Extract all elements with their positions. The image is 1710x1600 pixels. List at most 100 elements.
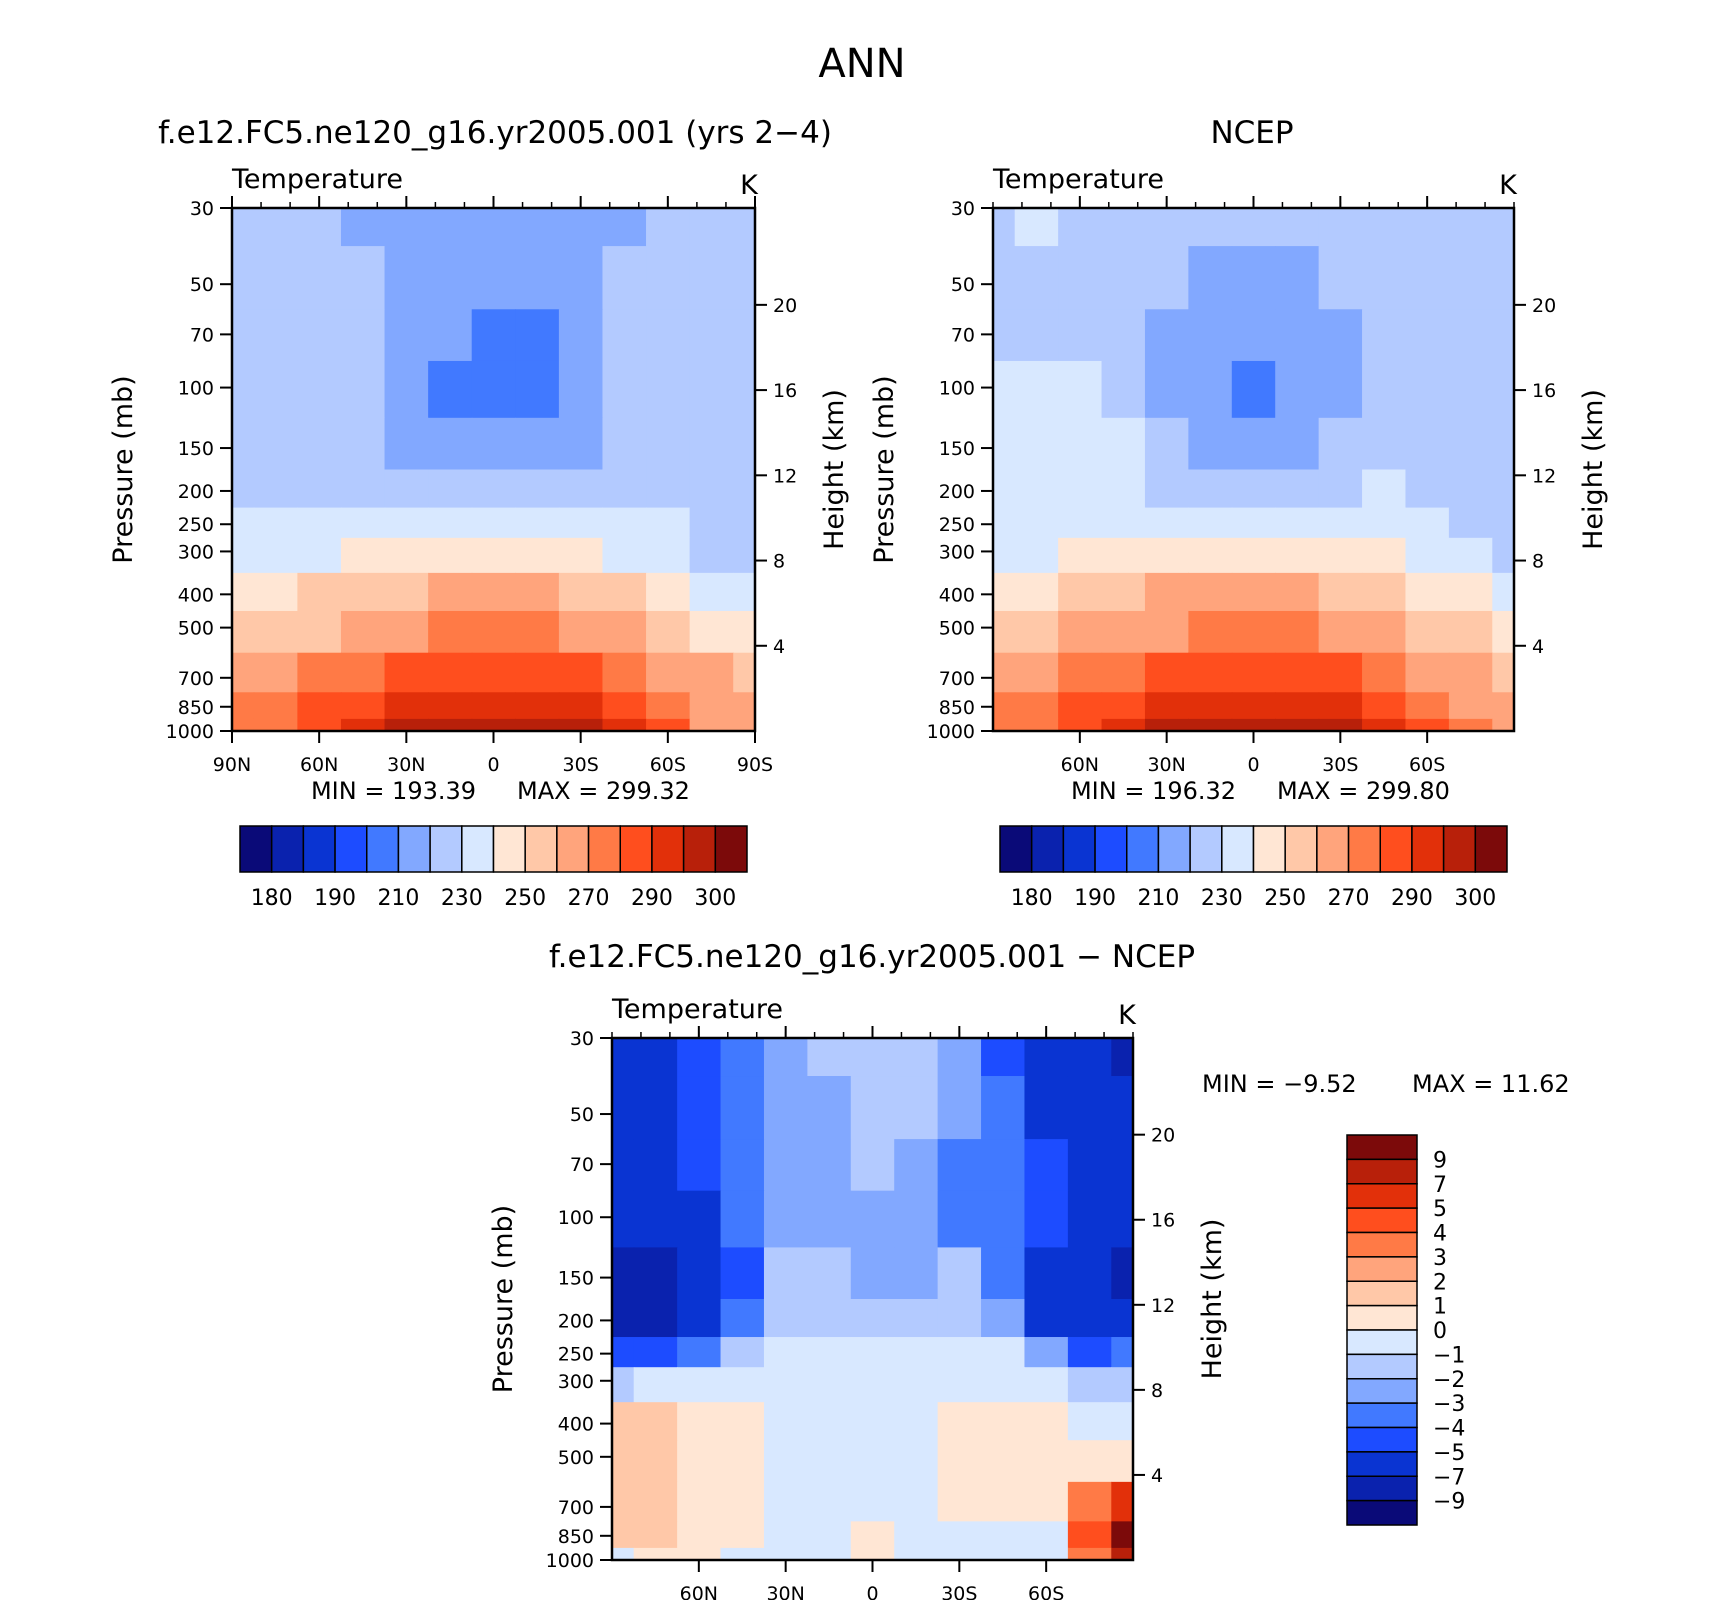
model-cell xyxy=(297,652,342,693)
obs-colorbar-label: 300 xyxy=(1454,886,1496,911)
diff-colorbar-swatch xyxy=(1346,1304,1418,1331)
model-cell xyxy=(232,507,255,539)
obs-cell xyxy=(1231,309,1276,362)
model-cell xyxy=(384,208,429,247)
diff-ytick-label: 30 xyxy=(570,1028,594,1050)
obs-cell xyxy=(1448,208,1493,247)
diff-colorbar-swatch xyxy=(1346,1378,1418,1404)
model-cell xyxy=(733,610,756,654)
diff-xtick-label: 0 xyxy=(866,1583,878,1600)
model-cell xyxy=(602,469,647,509)
diff-cell xyxy=(850,1402,895,1441)
obs-cell xyxy=(1492,469,1515,509)
obs-xtick-label: 60N xyxy=(1061,754,1099,776)
model-cell xyxy=(232,572,255,612)
obs-cell xyxy=(1362,417,1407,471)
obs-cell xyxy=(993,537,1016,574)
model-cell xyxy=(733,309,756,362)
model-cell xyxy=(232,718,255,732)
diff-colorbar-label: −2 xyxy=(1433,1368,1465,1393)
model-min-label: MIN = 193.39 xyxy=(311,777,476,805)
diff-cell xyxy=(937,1521,982,1549)
model-cell xyxy=(297,610,342,654)
obs-cell xyxy=(1318,208,1363,247)
model-max-label: MAX = 299.32 xyxy=(517,777,690,805)
obs-cell xyxy=(1275,360,1320,419)
diff-cell xyxy=(937,1402,982,1441)
obs-cell xyxy=(1275,572,1320,612)
diff-colorbar-label: −1 xyxy=(1433,1343,1465,1368)
model-cell xyxy=(602,309,647,362)
model-colorbar-label: 210 xyxy=(377,886,419,911)
model-colorbar: 180 190 210 230 250 270 290 300 xyxy=(239,825,748,911)
obs-cell xyxy=(1014,572,1059,612)
obs-cell xyxy=(1448,417,1493,471)
diff-ytick-label: 700 xyxy=(558,1497,594,1519)
model-colorbar-label: 290 xyxy=(631,886,673,911)
model-cell xyxy=(340,309,386,362)
model-colorbar-swatch xyxy=(302,825,336,873)
diff-cell xyxy=(1111,1337,1134,1368)
diff-cell xyxy=(894,1038,939,1077)
obs-cell xyxy=(1492,652,1515,693)
model-cell xyxy=(471,208,516,247)
model-ytick-label: 150 xyxy=(178,438,214,460)
obs-cell xyxy=(1231,692,1276,720)
model-cell xyxy=(297,692,342,720)
model-cell xyxy=(515,572,560,612)
diff-cell xyxy=(850,1547,895,1561)
model-cell xyxy=(297,507,342,539)
model-ytick-label: 100 xyxy=(178,378,214,400)
diff-cell xyxy=(981,1367,1026,1403)
diff-cell xyxy=(1024,1247,1069,1300)
obs-cell xyxy=(1058,360,1103,419)
obs-y2tick-label: 8 xyxy=(1532,551,1544,573)
diff-cell xyxy=(981,1139,1026,1192)
obs-colorbar-label: 180 xyxy=(1011,886,1053,911)
model-cell xyxy=(602,246,647,310)
diff-cell xyxy=(937,1547,982,1561)
diff-ytick-label: 300 xyxy=(558,1371,594,1393)
diff-cell xyxy=(633,1367,678,1403)
obs-cell xyxy=(1014,309,1059,362)
diff-cell xyxy=(850,1337,895,1368)
diff-cell xyxy=(850,1440,895,1483)
obs-cell xyxy=(1318,309,1363,362)
model-cell xyxy=(471,507,516,539)
model-cell xyxy=(384,246,429,310)
diff-cell xyxy=(1111,1038,1134,1077)
diff-cell xyxy=(1067,1247,1112,1300)
obs-cell xyxy=(1188,360,1233,419)
diff-colorbar-swatch xyxy=(1346,1280,1418,1307)
obs-colorbar-label: 290 xyxy=(1391,886,1433,911)
model-cell xyxy=(646,718,691,732)
model-cell xyxy=(689,572,734,612)
diff-cell xyxy=(1111,1440,1134,1483)
model-cell xyxy=(297,208,342,247)
obs-cell xyxy=(993,507,1016,539)
diff-units-label: K xyxy=(1118,1000,1137,1031)
obs-cell xyxy=(1405,652,1450,693)
diff-cell xyxy=(720,1440,765,1483)
diff-colorbar-swatch xyxy=(1346,1329,1418,1356)
model-cell xyxy=(340,572,386,612)
diff-colorbar-swatch xyxy=(1346,1426,1418,1453)
obs-colorbar-label: 210 xyxy=(1137,886,1179,911)
obs-cell xyxy=(993,692,1016,720)
model-cell xyxy=(733,692,756,720)
obs-cell xyxy=(1405,572,1450,612)
diff-cell xyxy=(1024,1190,1069,1249)
obs-cell xyxy=(993,718,1016,732)
diff-cell xyxy=(1067,1337,1112,1368)
obs-min-label: MIN = 196.32 xyxy=(1071,777,1236,805)
model-cell xyxy=(689,507,734,539)
diff-cell xyxy=(763,1521,808,1549)
model-cell xyxy=(340,469,386,509)
obs-cell xyxy=(1448,537,1493,574)
model-cell xyxy=(733,718,756,732)
diff-xtick-label: 30S xyxy=(941,1583,977,1600)
diff-max-label: MAX = 11.62 xyxy=(1412,1070,1570,1098)
model-colorbar-swatch xyxy=(651,825,685,873)
diff-cell xyxy=(981,1038,1026,1077)
